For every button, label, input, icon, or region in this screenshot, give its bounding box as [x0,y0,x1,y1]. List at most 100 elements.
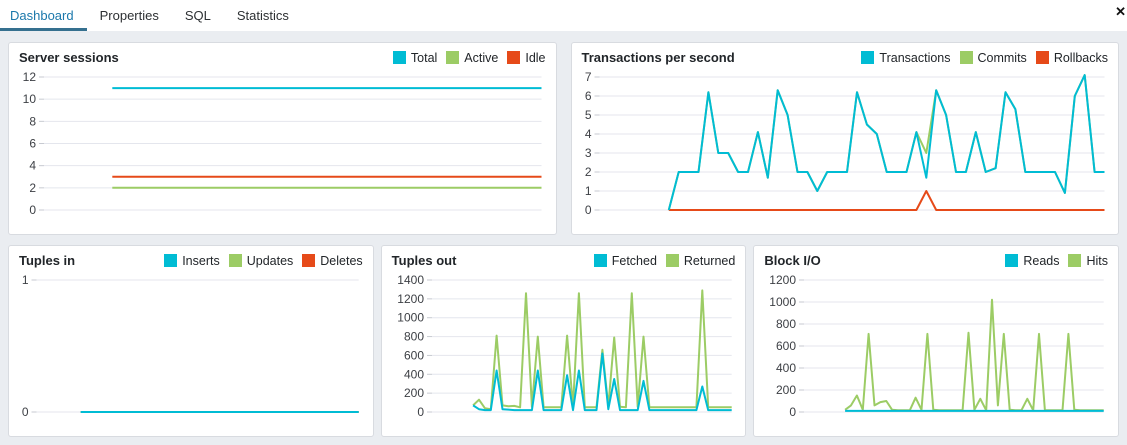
legend-label: Fetched [611,253,657,268]
legend-swatch-icon [302,254,316,267]
svg-text:6: 6 [584,89,591,103]
legend-item: Updates [228,253,294,268]
legend-label: Reads [1023,253,1060,268]
legend-item: Reads [1005,254,1059,268]
tuples-out-chart: 0 200 400 600 800 1000 1200 1400 [397,273,732,419]
svg-text:1000: 1000 [397,311,424,325]
tab-properties[interactable]: Properties [99,8,159,23]
tab-bar: Dashboard Properties SQL Statistics ✕ [0,0,1127,31]
legend-label: Returned [683,253,736,268]
panel-header: Server sessions Total Active Idle [9,43,556,67]
legend-item: Active [446,51,498,65]
legend-swatch-icon [164,254,178,267]
legend-item: Returned [665,253,736,268]
panel-title: Server sessions [19,50,119,65]
legend-item: Commits [959,50,1027,65]
chart-area: 0 200 400 600 800 1000 1200 1400 [382,270,746,436]
tab-statistics[interactable]: Statistics [236,8,289,23]
svg-text:4: 4 [29,159,36,173]
legend-label: Transactions [879,50,951,65]
legend-swatch-icon [861,51,875,64]
legend-swatch-icon [1035,51,1049,64]
legend: Reads Hits [996,254,1108,268]
legend-label: Updates [246,253,294,268]
close-icon[interactable]: ✕ [1115,4,1126,19]
legend-swatch-icon [593,254,607,267]
legend-item: Rollbacks [1035,50,1108,65]
svg-text:400: 400 [776,361,796,375]
svg-text:5: 5 [584,108,591,122]
block-io-chart: 0 200 400 600 800 1000 1200 [770,273,1105,419]
legend-label: Commits [977,50,1027,65]
svg-text:3: 3 [584,146,591,160]
server-sessions-panel: Server sessions Total Active Idle 0 2 4 6 8 10 1… [8,42,557,235]
svg-text:1: 1 [584,184,591,198]
legend-swatch-icon [665,254,679,267]
legend-swatch-icon [507,51,521,64]
legend-item: Hits [1068,254,1108,268]
tab-dashboard[interactable]: Dashboard [0,0,87,31]
svg-text:0: 0 [584,203,591,217]
svg-text:2: 2 [584,165,591,179]
tab-sql[interactable]: SQL [184,8,211,23]
svg-text:600: 600 [404,348,424,362]
panel-header: Tuples in Inserts Updates Deletes [9,246,373,270]
legend-swatch-icon [228,254,242,267]
panel-title: Tuples out [391,253,457,268]
legend-swatch-icon [1005,254,1019,267]
panel-header: Transactions per second Transactions Comm… [572,43,1119,67]
panel-header: Block I/O Reads Hits [754,246,1118,270]
svg-text:0: 0 [22,405,29,419]
legend-label: Idle [525,50,546,65]
legend-label: Inserts [182,253,220,268]
svg-text:600: 600 [776,339,796,353]
svg-text:1200: 1200 [397,292,424,306]
chart-area: 0 1 2 3 4 5 6 7 [572,67,1119,234]
panel-title: Transactions per second [581,50,735,65]
legend-item: Transactions [861,50,951,65]
svg-text:0: 0 [417,405,424,419]
legend-label: Hits [1086,253,1109,268]
chart-area: 0 200 400 600 800 1000 1200 [754,270,1118,436]
legend-item: Deletes [302,253,363,268]
block-io-panel: Block I/O Reads Hits 0 200 400 600 800 1000 120… [753,245,1120,437]
legend: Total Active Idle [384,51,546,65]
svg-text:0: 0 [29,203,36,217]
legend: Inserts Updates Deletes [155,253,363,268]
legend-label: Rollbacks [1053,50,1108,65]
svg-text:0: 0 [790,405,797,419]
panel-title: Tuples in [19,253,76,268]
svg-text:800: 800 [404,330,424,344]
svg-text:400: 400 [404,367,424,381]
svg-text:6: 6 [29,137,36,151]
legend-label: Deletes [320,253,363,268]
tuples-in-chart: 01 [22,273,359,419]
svg-text:1: 1 [22,273,29,287]
svg-text:7: 7 [584,70,591,84]
panel-title: Block I/O [764,253,821,268]
svg-text:1000: 1000 [770,295,797,309]
svg-text:4: 4 [584,127,591,141]
legend-swatch-icon [392,51,406,64]
legend-item: Idle [507,50,546,65]
legend: Fetched Returned [585,253,736,268]
legend-item: Total [392,50,438,65]
svg-text:2: 2 [29,181,36,195]
tuples-out-panel: Tuples out Fetched Returned 0 200 400 600 800… [380,245,747,437]
transactions-per-second-panel: Transactions per second Transactions Comm… [570,42,1119,235]
svg-text:1200: 1200 [770,273,797,287]
legend-item: Inserts [164,254,220,268]
legend: Transactions Commits Rollbacks [852,51,1108,65]
dashboard-content: Server sessions Total Active Idle 0 2 4 6 8 10 1… [0,31,1127,445]
legend-swatch-icon [1068,254,1082,267]
legend-swatch-icon [446,51,460,64]
svg-text:1400: 1400 [397,273,424,287]
svg-text:10: 10 [23,92,37,106]
svg-text:8: 8 [29,114,36,128]
legend-label: Active [464,50,499,65]
legend-label: Total [410,50,438,65]
svg-text:200: 200 [776,383,796,397]
legend-item: Fetched [593,253,657,268]
